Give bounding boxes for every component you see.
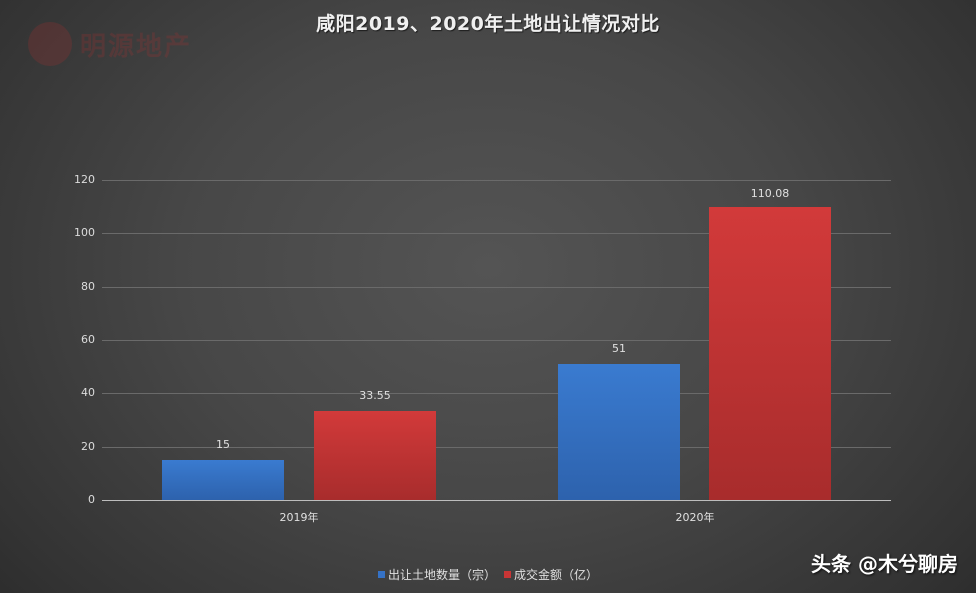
legend: 出让土地数量（宗） 成交金额（亿） — [0, 566, 976, 583]
legend-label: 出让土地数量（宗） — [387, 568, 496, 582]
y-tick-60: 60 — [81, 333, 95, 346]
gridline-100 — [102, 233, 891, 234]
gridline-80 — [102, 287, 891, 288]
watermark-text: 明源地产 — [80, 31, 193, 62]
x-tick-2020: 2020年 — [675, 511, 715, 524]
legend-item-amount: 成交金额（亿） — [504, 566, 598, 583]
gridline-20 — [102, 447, 891, 448]
data-label-2020-amount: 110.08 — [750, 187, 790, 200]
legend-item-land-count: 出让土地数量（宗） — [377, 566, 496, 583]
y-tick-120: 120 — [74, 173, 95, 186]
data-label-2019-land-count: 15 — [216, 438, 230, 451]
watermark: 明源地产 — [28, 22, 193, 66]
legend-swatch-red-icon — [504, 571, 511, 578]
bar-2020-amount — [709, 206, 831, 500]
bar-2019-amount — [314, 410, 436, 500]
data-label-2020-land-count: 51 — [612, 342, 626, 355]
gridline-60 — [102, 340, 891, 341]
y-tick-40: 40 — [81, 386, 95, 399]
y-tick-0: 0 — [88, 493, 95, 506]
gridline-120 — [102, 180, 891, 181]
x-axis-line — [102, 500, 891, 501]
gridline-40 — [102, 393, 891, 394]
y-tick-100: 100 — [74, 226, 95, 239]
chart-title: 咸阳2019、2020年土地出让情况对比 — [316, 13, 660, 35]
y-tick-80: 80 — [81, 280, 95, 293]
legend-label: 成交金额（亿） — [514, 568, 599, 582]
source-watermark: 头条 @木兮聊房 — [811, 552, 958, 576]
y-tick-20: 20 — [81, 440, 95, 453]
data-label-2019-amount: 33.55 — [359, 389, 391, 402]
x-tick-2019: 2019年 — [279, 511, 319, 524]
legend-swatch-blue-icon — [377, 571, 385, 578]
bar-2020-land-count — [558, 364, 680, 500]
plot-area: 15 33.55 51 110.08 — [102, 180, 891, 501]
bar-2019-land-count — [162, 460, 284, 500]
watermark-logo-icon — [28, 22, 72, 66]
